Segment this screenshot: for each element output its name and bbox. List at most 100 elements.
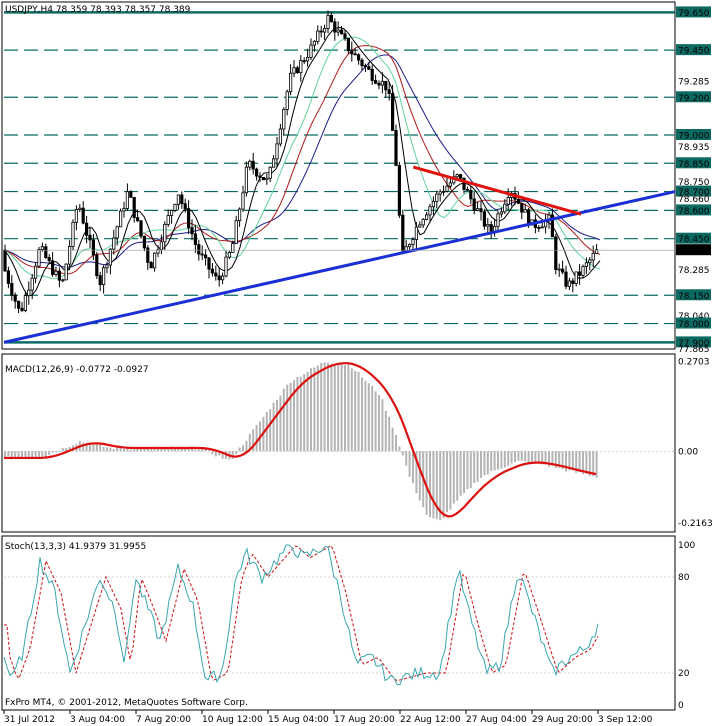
candle-body (227, 252, 231, 258)
candle-body (163, 224, 167, 243)
macd-histogram-bar (412, 451, 414, 484)
candle-body (210, 268, 214, 274)
candle-body (561, 268, 565, 273)
macd-histogram-bar (551, 451, 554, 466)
macd-histogram-bar (480, 451, 482, 478)
macd-histogram-bar (95, 443, 98, 452)
candle-body (554, 236, 558, 270)
macd-histogram-bar (286, 384, 289, 452)
candle-body (377, 82, 381, 86)
macd-histogram-bar (248, 433, 251, 452)
chart-title: USDJPY,H4 78.359 78.393 78.357 78.389 (5, 5, 191, 15)
macd-histogram-bar (463, 451, 465, 494)
macd-histogram-bar (408, 451, 411, 477)
macd-histogram-bar (575, 451, 578, 473)
stoch-tick-label: 80 (678, 573, 690, 583)
macd-signal-line (4, 362, 597, 518)
price-tag (676, 317, 711, 329)
candle-body (139, 220, 143, 237)
candle-body (336, 29, 340, 33)
candle-body (251, 160, 255, 170)
macd-histogram-bar (510, 451, 513, 464)
macd-histogram-bar (446, 451, 448, 513)
macd-title: MACD(12,26,9) -0.0772 -0.0927 (5, 365, 149, 375)
price-tag-label: 78.850 (678, 160, 710, 170)
macd-histogram-bar (469, 451, 472, 489)
macd-histogram-bar (548, 451, 550, 467)
candle-body (397, 165, 402, 216)
candle-body (588, 259, 592, 264)
macd-histogram-bar (194, 449, 197, 452)
price-tag (676, 289, 711, 301)
price-tag-label: 79.650 (678, 9, 710, 19)
candle-body (169, 209, 174, 216)
price-tick-label: 79.285 (678, 77, 710, 87)
x-tick-label: 3 Aug 04:00 (70, 715, 125, 725)
macd-histogram-bar (340, 364, 343, 452)
macd-histogram-bar (568, 451, 571, 471)
candle-body (571, 280, 575, 284)
candle-body (23, 295, 28, 311)
candle-body (424, 214, 429, 220)
macd-histogram-bar (378, 395, 380, 452)
candle-body (244, 166, 248, 194)
price-tick-label: 78.040 (678, 312, 710, 322)
candle-body (380, 80, 385, 86)
macd-histogram-bar (361, 377, 363, 452)
candle-body (207, 257, 211, 270)
price-panel-frame (1, 1, 676, 350)
macd-histogram-bar (136, 447, 139, 452)
macd-histogram-bar (330, 363, 333, 452)
macd-histogram-bar (517, 451, 520, 461)
candle-body (275, 143, 279, 160)
candle-body (353, 53, 357, 56)
macd-histogram-bar (405, 451, 408, 466)
macd-histogram-bar (133, 449, 136, 452)
candle-body (129, 191, 133, 198)
candle-body (305, 56, 310, 62)
macd-histogram-bar (561, 451, 564, 470)
candle-body (387, 89, 391, 94)
macd-histogram-bar (51, 451, 54, 453)
macd-histogram-bar (61, 447, 64, 452)
candle-body (112, 237, 116, 250)
candle-body (203, 254, 208, 259)
price-tag-label: 79.000 (678, 131, 710, 141)
stoch-tick-label: 20 (678, 669, 690, 679)
candle-body (142, 235, 146, 249)
candle-body (319, 30, 323, 33)
candle-body (40, 246, 45, 250)
candle-body (214, 272, 218, 277)
candle-body (64, 263, 68, 281)
x-tick-label: 15 Aug 04:00 (268, 715, 329, 725)
candle-body (20, 307, 24, 311)
price-tag-label: 78.450 (678, 235, 710, 245)
price-tag-label: 79.200 (678, 94, 710, 104)
price-tag-label: 79.450 (678, 47, 710, 57)
macd-panel (4, 362, 675, 521)
macd-histogram-bar (126, 448, 129, 452)
price-tag-label: 78.000 (678, 320, 710, 330)
candle-body (27, 289, 31, 297)
candle-body (472, 198, 476, 211)
x-tick-label: 31 Jul 2012 (4, 715, 55, 725)
macd-histogram-bar (7, 451, 10, 457)
candle-body (516, 198, 521, 204)
candle-body (149, 262, 153, 269)
macd-histogram-bar (537, 451, 540, 463)
macd-histogram-bar (55, 451, 57, 453)
candle-body (438, 191, 442, 195)
macd-histogram-bar (214, 451, 217, 457)
macd-histogram-bar (157, 448, 159, 452)
price-tag (676, 128, 711, 140)
candle-body (441, 190, 446, 193)
macd-histogram-bar (374, 391, 377, 452)
candle-body (186, 208, 191, 229)
candle-body (520, 202, 524, 213)
macd-histogram-bar (544, 451, 547, 465)
candle-body (220, 275, 225, 281)
candle-body (16, 300, 21, 309)
x-tick-label: 10 Aug 12:00 (202, 715, 263, 725)
macd-histogram-bar (391, 427, 394, 452)
price-tag (676, 204, 711, 216)
